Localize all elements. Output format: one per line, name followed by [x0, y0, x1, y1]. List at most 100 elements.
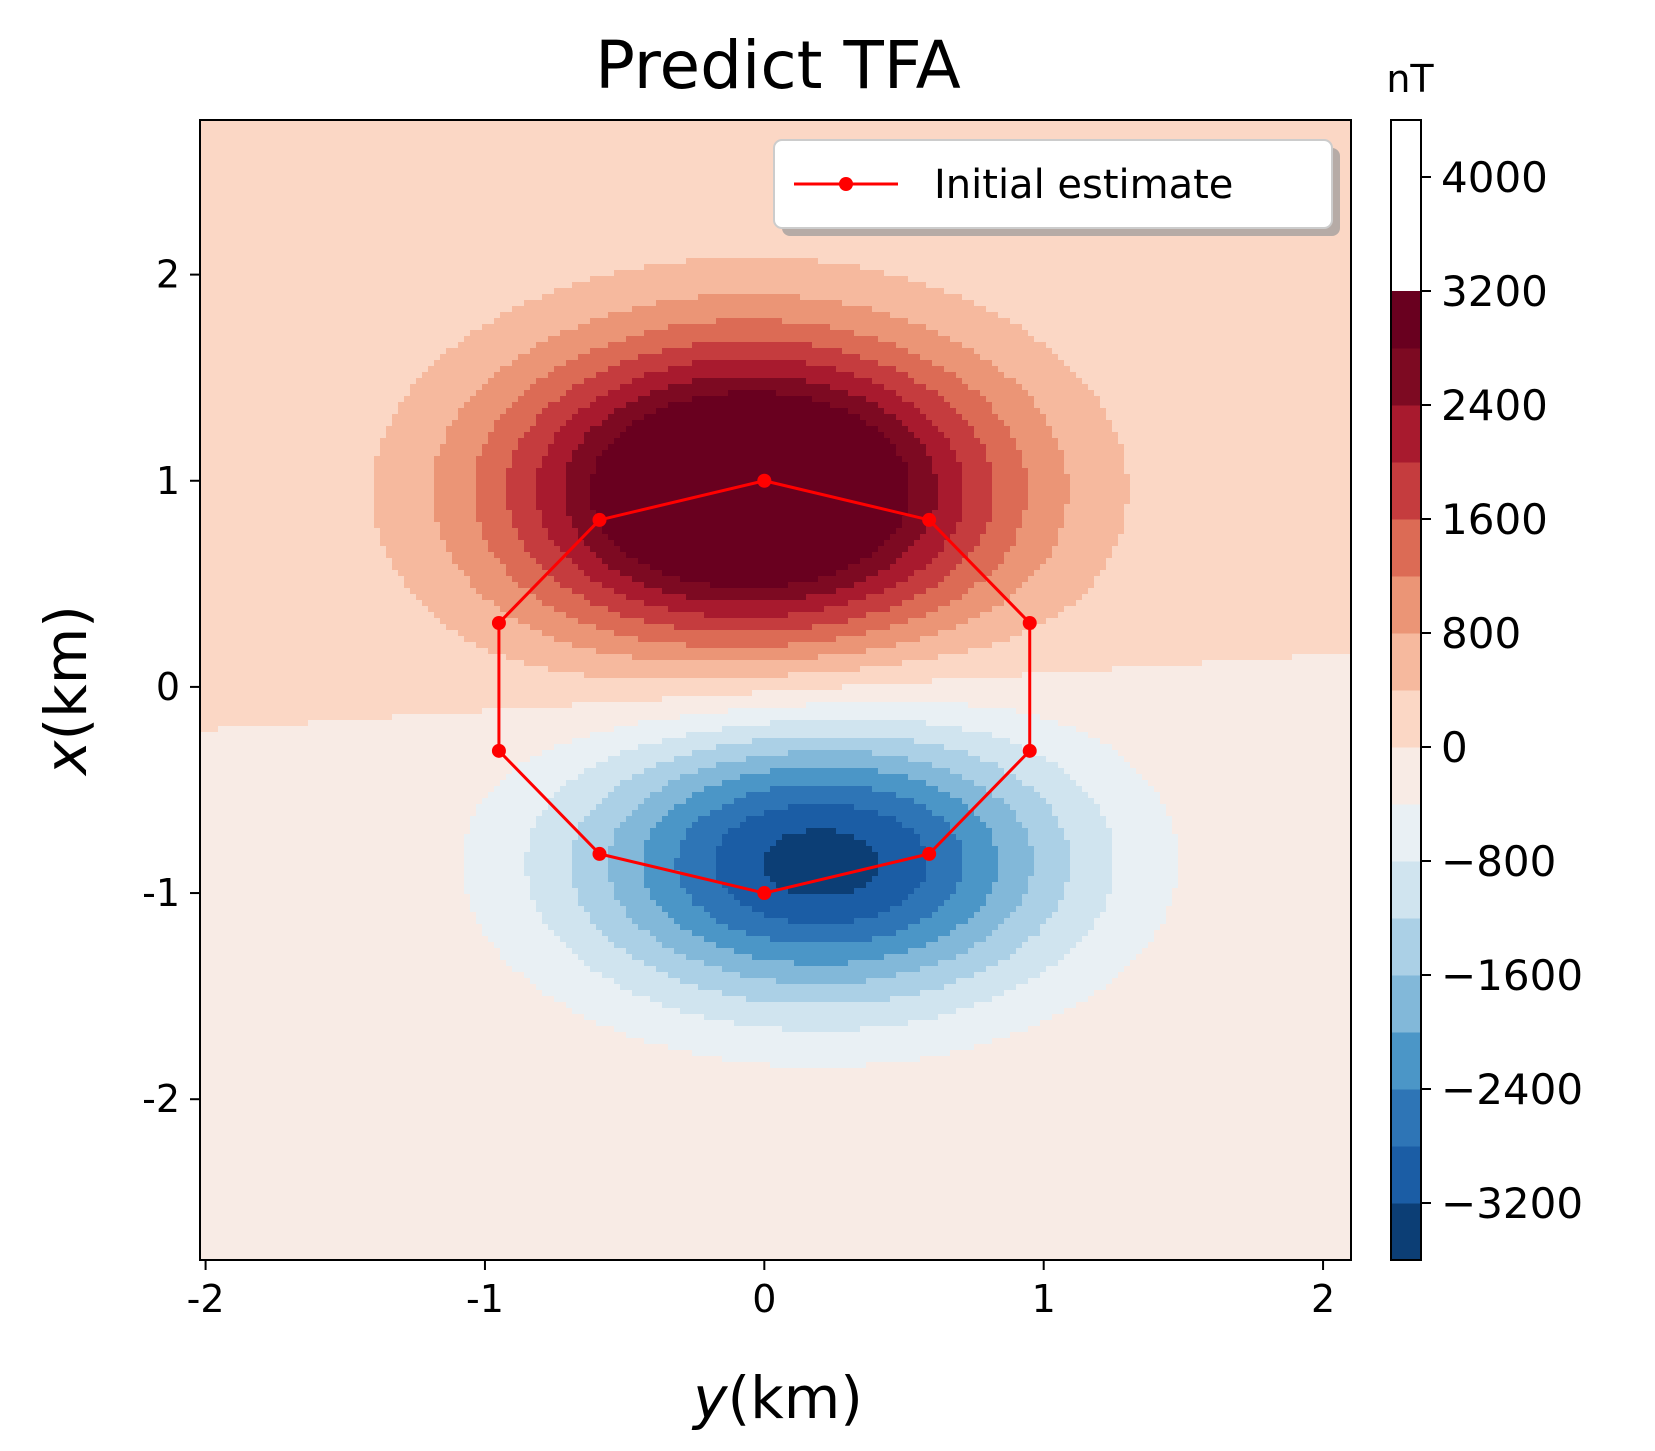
contour-cell [332, 204, 339, 211]
contour-cell [212, 1200, 219, 1207]
contour-cell [302, 1230, 309, 1237]
contour-cell [230, 402, 237, 409]
contour-cell [314, 1068, 321, 1075]
contour-cell [200, 1158, 207, 1165]
contour-cell [242, 1080, 249, 1087]
contour-cell [248, 240, 255, 247]
contour-cell [332, 594, 339, 601]
contour-cell [266, 156, 273, 163]
contour-cell [290, 588, 297, 595]
contour-cell [254, 1212, 261, 1219]
contour-cell [344, 150, 351, 157]
contour-cell [338, 1056, 345, 1063]
contour-cell [314, 402, 321, 409]
contour-cell [332, 918, 339, 925]
contour-cell [290, 450, 297, 457]
contour-cell [326, 1002, 333, 1009]
contour-cell [224, 1110, 231, 1117]
contour-cell [332, 954, 339, 961]
contour-cell [326, 354, 333, 361]
contour-cell [236, 996, 243, 1003]
contour-cell [254, 594, 261, 601]
contour-cell [254, 888, 261, 895]
contour-cell [290, 372, 297, 379]
contour-cell [200, 324, 207, 331]
contour-cell [218, 1116, 225, 1123]
contour-cell [278, 768, 285, 775]
contour-cell [260, 282, 267, 289]
contour-cell [242, 750, 249, 757]
contour-cell [236, 744, 243, 751]
contour-cell [290, 306, 297, 313]
contour-cell [278, 192, 285, 199]
contour-cell [326, 522, 333, 529]
contour-cell [224, 750, 231, 757]
contour-cell [272, 864, 279, 871]
contour-cell [248, 702, 255, 709]
contour-cell [236, 618, 243, 625]
contour-cell [200, 360, 207, 367]
contour-cell [320, 1164, 327, 1171]
contour-cell [302, 126, 309, 133]
contour-cell [278, 1116, 285, 1123]
contour-cell [302, 1212, 309, 1219]
contour-cell [320, 606, 327, 613]
contour-cell [350, 642, 357, 649]
contour-cell [200, 702, 207, 709]
contour-cell [254, 738, 261, 745]
contour-cell [284, 468, 291, 475]
contour-cell [278, 840, 285, 847]
contour-cell [290, 1062, 297, 1069]
contour-cell [320, 246, 327, 253]
contour-cell [236, 1002, 243, 1009]
contour-cell [278, 666, 285, 673]
contour-cell [308, 540, 315, 547]
contour-cell [326, 1116, 333, 1123]
contour-cell [320, 168, 327, 175]
contour-cell [272, 402, 279, 409]
contour-cell [224, 732, 231, 739]
contour-cell [290, 954, 297, 961]
contour-cell [254, 288, 261, 295]
contour-cell [254, 756, 261, 763]
contour-cell [278, 1020, 285, 1027]
contour-cell [290, 888, 297, 895]
contour-cell [224, 354, 231, 361]
contour-cell [338, 1254, 345, 1260]
contour-cell [254, 600, 261, 607]
contour-cell [326, 306, 333, 313]
contour-cell [248, 132, 255, 139]
contour-cell [332, 1008, 339, 1015]
contour-cell [314, 246, 321, 253]
contour-cell [236, 204, 243, 211]
contour-cell [344, 504, 351, 511]
contour-cell [320, 1002, 327, 1009]
contour-cell [236, 840, 243, 847]
contour-cell [236, 396, 243, 403]
contour-cell [212, 660, 219, 667]
contour-cell [308, 750, 315, 757]
contour-cell [320, 1116, 327, 1123]
contour-cell [326, 876, 333, 883]
contour-cell [200, 1176, 207, 1183]
contour-cell [350, 1098, 357, 1105]
contour-cell [260, 1236, 267, 1243]
contour-cell [284, 918, 291, 925]
contour-cell [350, 1152, 357, 1159]
contour-cell [254, 1098, 261, 1105]
contour-cell [320, 294, 327, 301]
contour-cell [266, 948, 273, 955]
contour-cell [236, 516, 243, 523]
contour-cell [302, 144, 309, 151]
contour-cell [350, 810, 357, 817]
contour-cell [284, 804, 291, 811]
contour-cell [272, 1176, 279, 1183]
contour-cell [278, 1074, 285, 1081]
contour-cell [320, 1032, 327, 1039]
contour-cell [314, 522, 321, 529]
contour-cell [260, 714, 267, 721]
contour-cell [302, 378, 309, 385]
contour-cell [326, 348, 333, 355]
contour-cell [248, 1152, 255, 1159]
contour-cell [332, 120, 339, 127]
